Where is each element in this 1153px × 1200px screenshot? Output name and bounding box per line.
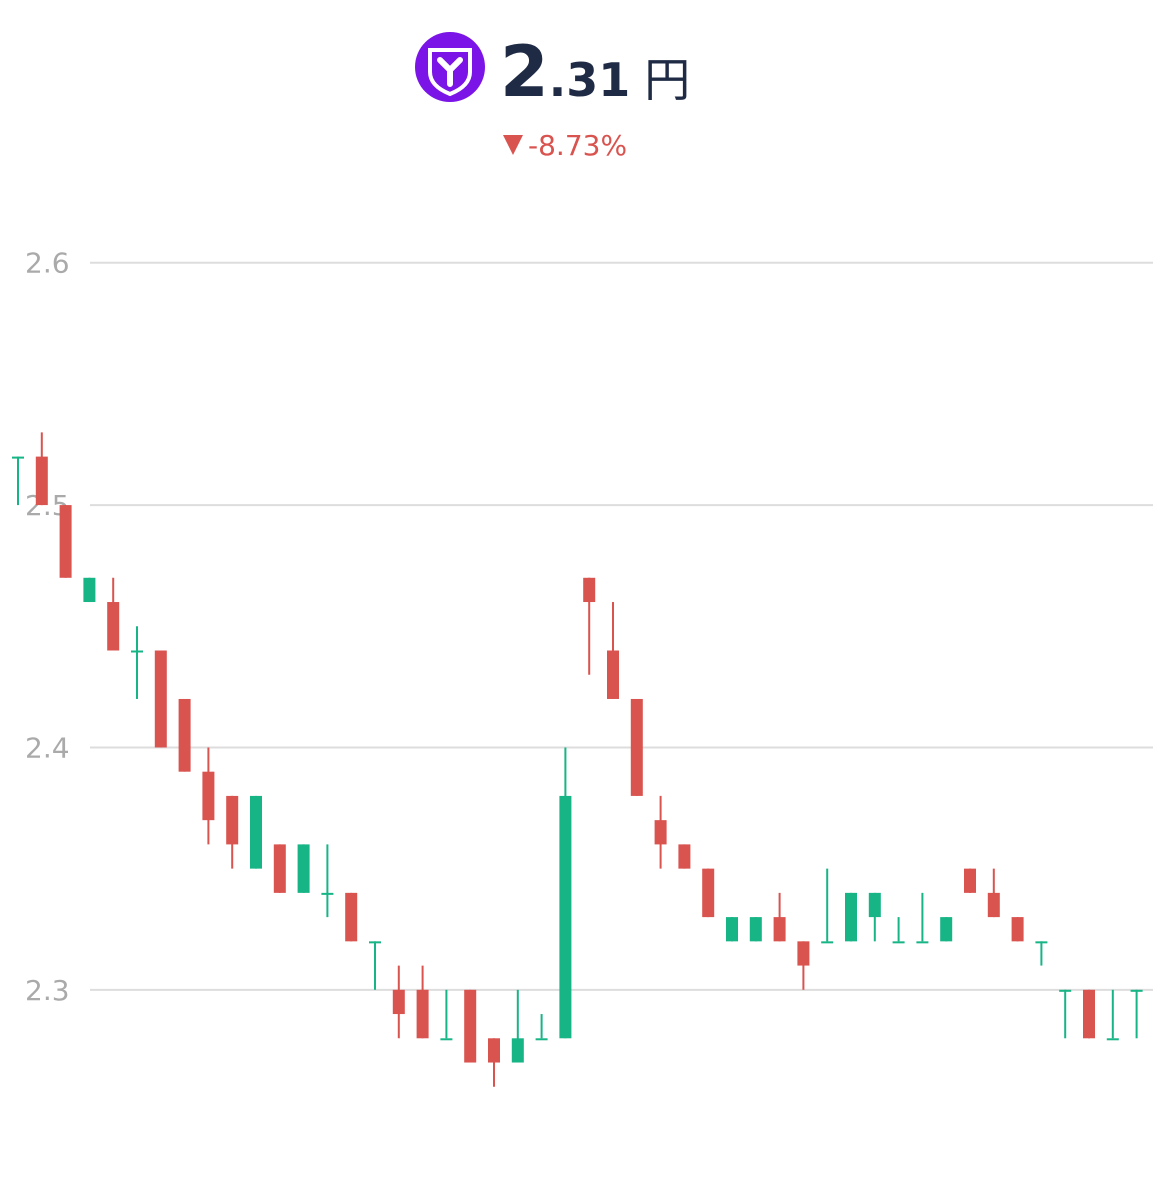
candle-body (1130, 989, 1143, 992)
candle-body (654, 820, 667, 845)
candle-body (940, 917, 953, 942)
candle-body (35, 456, 48, 506)
price-decimal: .31 (549, 53, 631, 107)
candle-body (178, 698, 191, 772)
candle-body (511, 1038, 524, 1063)
candle-body (678, 844, 691, 869)
candle-body (797, 941, 810, 966)
candle-body (83, 577, 96, 603)
candle-body (226, 795, 239, 845)
candle-body (773, 917, 786, 942)
candle-body (916, 941, 929, 944)
candle-body (297, 844, 310, 893)
candle-body (821, 941, 834, 944)
candle-body (1083, 989, 1095, 1039)
price-integer: 2 (500, 31, 549, 113)
down-arrow (503, 135, 523, 155)
candle-body (749, 917, 762, 942)
candle-body (868, 892, 881, 918)
candle-body (321, 892, 334, 895)
candle-body (440, 1038, 453, 1041)
price: 2.31 円 (500, 31, 690, 113)
candle-body (1011, 917, 1024, 942)
candle-body (345, 892, 358, 942)
candle-body (273, 844, 286, 893)
candle-body (59, 505, 72, 578)
candle-body (987, 892, 1000, 918)
candle-body (726, 917, 738, 942)
candle-body (202, 771, 215, 821)
candle-body (392, 989, 405, 1015)
coin-icon (415, 32, 485, 102)
candle-body (583, 577, 596, 603)
candle-body (107, 602, 120, 651)
y-tick-label: 2.4 (25, 731, 70, 764)
candle-body (702, 868, 715, 918)
price-unit: 円 (644, 53, 690, 107)
candle-body (369, 941, 381, 944)
y-tick-label: 2.3 (25, 974, 70, 1007)
candle-body (845, 892, 857, 942)
candle-body (131, 650, 143, 653)
candle-body (535, 1038, 548, 1041)
candle-body (12, 456, 24, 459)
price-change: -8.73% (528, 129, 627, 162)
candle-body (1106, 1038, 1119, 1041)
candle-body (630, 698, 643, 796)
candle-body (559, 795, 572, 1039)
candle-body (488, 1038, 500, 1063)
candle-body (964, 868, 976, 893)
candle-body (250, 795, 262, 869)
candle-body (1059, 989, 1072, 992)
candle-body (154, 650, 167, 748)
candle-body (1035, 941, 1048, 944)
y-tick-label: 2.6 (25, 247, 70, 280)
candle-body (464, 989, 477, 1063)
candle-body (607, 650, 619, 699)
candle-body (892, 941, 905, 944)
candle-body (416, 989, 429, 1039)
